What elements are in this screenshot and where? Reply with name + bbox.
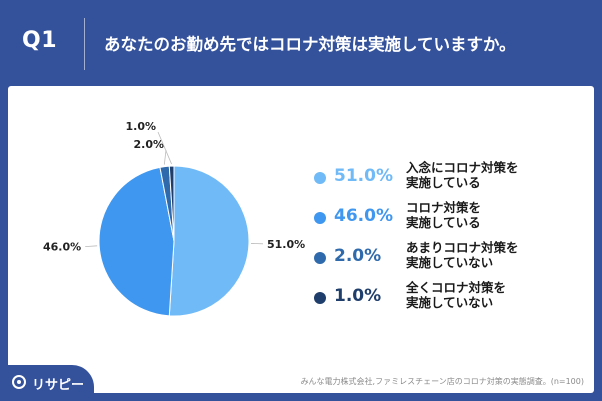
legend-label: コロナ対策を 実施している	[406, 200, 566, 230]
pie-chart: 51.0% 46.0% 2.0% 1.0%	[43, 120, 305, 317]
legend-swatch	[314, 212, 326, 224]
pie-slice	[168, 165, 250, 317]
legend-value: 51.0%	[334, 166, 393, 186]
data-label: 2.0%	[133, 138, 164, 151]
legend-label-line1: あまりコロナ対策を	[406, 240, 519, 255]
data-label: 46.0%	[43, 241, 81, 254]
legend-label-line2: 実施していない	[406, 295, 494, 310]
question-number: Q1	[22, 28, 58, 53]
data-label: 1.0%	[125, 120, 156, 133]
pie-slice	[168, 165, 175, 242]
legend-swatch	[314, 252, 326, 264]
chart-card: 51.0% 46.0% 2.0% 1.0% 51.0% 入念にコロナ対策を 実施してい…	[0, 86, 594, 401]
leader-line	[85, 245, 98, 247]
data-label: 51.0%	[267, 238, 305, 251]
legend-label-line1: コロナ対策を	[406, 200, 482, 215]
legend-label-line2: 実施している	[406, 175, 481, 190]
leader-line	[163, 149, 167, 165]
legend-label-line1: 入念にコロナ対策を	[406, 160, 519, 175]
legend-label: あまりコロナ対策を 実施していない	[406, 240, 566, 270]
logo: リサピー	[0, 365, 94, 401]
legend-swatch	[314, 172, 326, 184]
legend-label-line2: 実施していない	[406, 255, 494, 270]
header-divider	[84, 18, 85, 70]
header: Q1 あなたのお勤め先ではコロナ対策は実施していますか。	[0, 0, 602, 88]
question-title: あなたのお勤め先ではコロナ対策は実施していますか。	[104, 35, 516, 54]
logo-text: リサピー	[32, 378, 85, 393]
legend-label-line2: 実施している	[406, 215, 481, 230]
pie-slice	[98, 166, 175, 317]
logo-mark-icon	[12, 375, 26, 389]
legend-label: 入念にコロナ対策を 実施している	[406, 160, 566, 190]
source-note: みんな電力株式会社,ファミレスチェーン店のコロナ対策の実態調査。(n=100)	[300, 377, 584, 386]
legend-value: 1.0%	[334, 286, 382, 306]
legend-value: 2.0%	[334, 246, 382, 266]
legend-label-line1: 全くコロナ対策を	[406, 280, 507, 295]
legend-label: 全くコロナ対策を 実施していない	[406, 280, 566, 310]
legend-value: 46.0%	[334, 206, 393, 226]
legend-swatch	[314, 292, 326, 304]
leader-line	[157, 131, 172, 165]
